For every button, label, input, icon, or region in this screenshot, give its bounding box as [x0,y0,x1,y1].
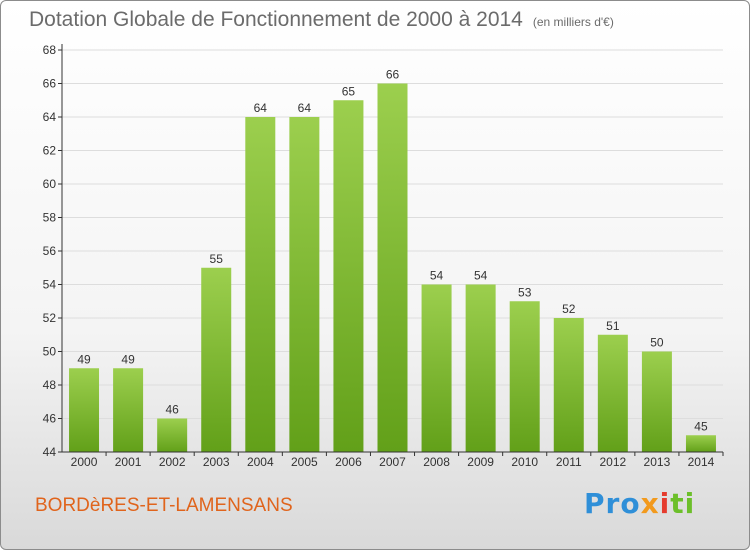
x-tick-label: 2011 [556,455,582,469]
bar-value-label: 54 [474,269,488,283]
x-tick-label: 2007 [379,455,406,469]
x-tick-label: 2009 [467,455,494,469]
bar [333,100,364,452]
y-tick-label: 44 [43,445,57,459]
bar-value-label: 45 [694,419,708,433]
bar-value-label: 54 [430,269,444,283]
y-tick-label: 68 [43,43,57,57]
x-tick-label: 2008 [423,455,450,469]
bar [113,368,144,452]
bar-value-label: 64 [254,101,268,115]
chart-subtitle: (en milliers d'€) [532,15,614,29]
y-tick-label: 58 [43,211,57,225]
x-tick-label: 2005 [291,455,318,469]
bar [553,318,584,452]
bar-value-label: 49 [121,352,135,366]
y-tick-label: 56 [43,244,57,258]
bar-value-label: 49 [77,352,91,366]
logo-part: x [640,487,660,520]
bar [69,368,100,452]
bar [201,267,232,452]
chart-title-text: Dotation Globale de Fonctionnement de 20… [29,8,523,31]
x-tick-label: 2013 [644,455,671,469]
logo-part: i [659,487,671,520]
bar-value-label: 64 [298,101,312,115]
y-tick-label: 64 [43,110,57,124]
bar [509,301,540,452]
y-tick-label: 46 [43,412,57,426]
x-tick-label: 2014 [688,455,715,469]
y-tick-label: 54 [43,278,57,292]
town-name: BORDèRES-ET-LAMENSANS [35,495,293,516]
axes [58,44,724,456]
bar [421,284,452,452]
x-tick-label: 2000 [71,455,98,469]
bar-value-label: 53 [518,285,532,299]
x-tick-label: 2004 [247,455,274,469]
bar-value-label: 50 [650,336,664,350]
x-tick-label: 2001 [115,455,142,469]
x-tick-label: 2002 [159,455,186,469]
bar [289,117,320,452]
y-tick-label: 48 [43,378,57,392]
bar [377,83,408,452]
logo-part: ti [670,487,696,520]
bar-value-label: 52 [562,302,576,316]
bar-value-label: 66 [386,68,400,82]
bar [157,418,188,452]
x-tick-label: 2010 [511,455,538,469]
bar [245,117,276,452]
bar [685,435,716,452]
bar [597,334,628,452]
bar-value-label: 51 [606,319,620,333]
x-tick-label: 2012 [599,455,626,469]
bar-value-label: 46 [165,403,179,417]
y-tick-label: 62 [43,144,57,158]
y-tick-label: 66 [43,77,57,91]
bar [465,284,496,452]
bar [641,351,672,452]
proxiti-logo: Proxiti [584,487,695,520]
x-tick-label: 2006 [335,455,362,469]
bars [69,83,716,452]
labels: 44 46 48 50 52 54 56 58 60 62 64 66 68 49 2000 49 2001 46… [43,43,715,469]
chart-title: Dotation Globale de Fonctionnement de 20… [29,8,614,32]
y-tick-label: 60 [43,177,57,191]
bar-value-label: 65 [342,84,356,98]
x-tick-label: 2003 [203,455,230,469]
bar-value-label: 55 [210,252,224,266]
y-tick-label: 52 [43,311,57,325]
y-tick-label: 50 [43,345,57,359]
logo-part: Pro [584,487,641,520]
